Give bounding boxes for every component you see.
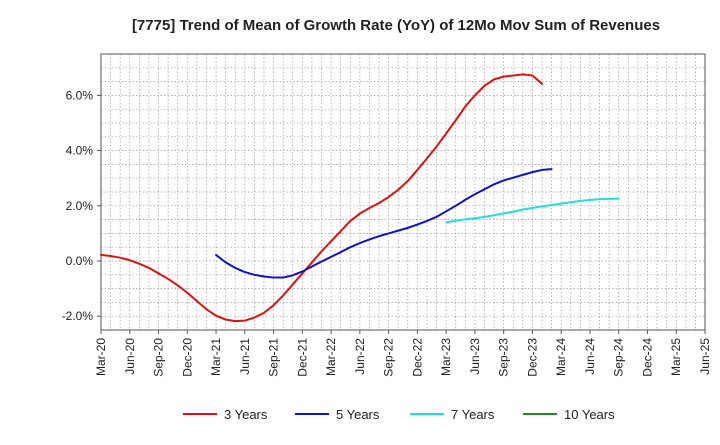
x-tick-label: Dec-20 — [180, 338, 194, 377]
y-tick-label: 2.0% — [66, 199, 94, 213]
y-tick-label: -2.0% — [62, 309, 94, 323]
x-tick-label: Jun-23 — [468, 338, 482, 375]
x-tick-label: Dec-21 — [295, 338, 309, 377]
x-tick-label: Jun-22 — [353, 338, 367, 375]
x-tick-label: Jun-24 — [583, 338, 597, 375]
x-tick-label: Mar-20 — [94, 338, 108, 376]
x-tick-label: Mar-24 — [554, 338, 568, 376]
y-tick-label: 0.0% — [66, 254, 94, 268]
legend: 3 Years 5 Years 7 Years 10 Years — [183, 407, 615, 422]
x-tick-label: Sep-24 — [612, 338, 626, 377]
x-tick-label: Jun-25 — [698, 338, 712, 375]
series-line-3-years — [100, 73, 544, 323]
x-tick-label: Dec-22 — [410, 338, 424, 377]
x-tick-label: Jun-21 — [238, 338, 252, 375]
x-tick-label: Sep-20 — [152, 338, 166, 377]
y-tick-label: 6.0% — [66, 88, 94, 102]
legend-label: 3 Years — [224, 407, 268, 422]
y-tick-label: 4.0% — [66, 144, 94, 158]
series-line-7-years — [445, 197, 620, 224]
legend-label: 10 Years — [564, 407, 615, 422]
series-line-5-years — [215, 168, 553, 279]
legend-label: 5 Years — [336, 407, 380, 422]
x-tick-label: Sep-23 — [497, 338, 511, 377]
x-tick-label: Mar-21 — [209, 338, 223, 376]
x-tick-label: Mar-25 — [669, 338, 683, 376]
x-tick-label: Mar-22 — [324, 338, 338, 376]
plot-area-frame — [100, 53, 706, 331]
chart-title: [7775] Trend of Mean of Growth Rate (YoY… — [132, 17, 660, 34]
legend-label: 7 Years — [451, 407, 495, 422]
x-tick-label: Dec-24 — [640, 338, 654, 377]
x-tick-label: Mar-23 — [439, 338, 453, 376]
x-tick-label: Sep-22 — [382, 338, 396, 377]
x-tick-label: Sep-21 — [267, 338, 281, 377]
x-tick-label: Dec-23 — [525, 338, 539, 377]
x-tick-label: Jun-20 — [123, 338, 137, 375]
